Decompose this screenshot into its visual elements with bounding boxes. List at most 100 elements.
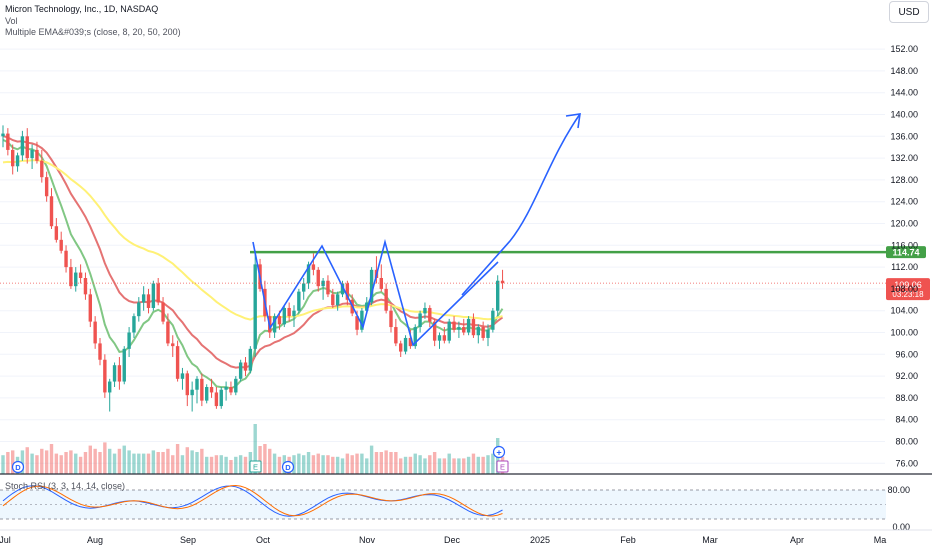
candle-body xyxy=(49,196,54,227)
volume-bar xyxy=(69,450,73,474)
volume-bar xyxy=(258,446,262,474)
x-tick-label: Nov xyxy=(359,535,376,545)
candle-body xyxy=(180,373,185,379)
dividend-marker[interactable] xyxy=(11,460,25,474)
last-price-label: 109.06 xyxy=(894,280,922,290)
volume-bar xyxy=(335,456,340,474)
candle-body xyxy=(311,264,316,270)
stoch-d-line xyxy=(2,484,503,517)
volume-bar xyxy=(117,448,122,474)
volume-bar xyxy=(263,444,267,474)
volume-bar xyxy=(408,456,413,474)
candle-body xyxy=(137,302,141,317)
candle-body xyxy=(442,335,447,341)
volume-bar xyxy=(175,444,180,474)
candle-body xyxy=(369,269,374,303)
volume-bar xyxy=(112,453,117,474)
volume-bar xyxy=(403,456,408,474)
volume-bar xyxy=(238,455,243,474)
dividend-marker-letter: D xyxy=(285,463,291,472)
volume-bar xyxy=(205,456,209,474)
volume-bar xyxy=(74,453,78,474)
volume-bar xyxy=(447,453,451,474)
x-tick-label: Oct xyxy=(256,535,271,545)
stoch-rsi-tick: 0.00 xyxy=(892,522,910,532)
y-tick-label: 132.00 xyxy=(890,153,918,163)
volume-bar xyxy=(190,450,194,474)
volume-bar xyxy=(442,458,447,474)
volume-bar xyxy=(457,458,461,474)
resistance-price-tag xyxy=(886,246,926,259)
volume-bar xyxy=(214,455,219,474)
candle-body xyxy=(457,327,461,330)
volume-bar xyxy=(1,455,5,474)
volume-bar xyxy=(297,453,301,474)
y-tick-label: 108.00 xyxy=(890,284,918,294)
candle-body xyxy=(321,280,325,287)
volume-bar xyxy=(127,450,131,474)
candle-body xyxy=(195,378,199,390)
x-tick-label: Mar xyxy=(702,535,718,545)
candle-body xyxy=(486,329,490,338)
add-event-icon[interactable] xyxy=(492,445,506,459)
volume-bar xyxy=(11,450,15,474)
candle-body xyxy=(185,373,189,396)
volume-legend: Vol xyxy=(5,16,18,26)
y-tick-label: 116.00 xyxy=(891,240,918,250)
candle-body xyxy=(238,362,243,379)
candle-body xyxy=(127,332,131,349)
volume-bar xyxy=(350,455,354,474)
candle-body xyxy=(418,313,422,328)
candle-body xyxy=(132,316,136,333)
candle-body xyxy=(30,149,34,159)
resistance-price-label: 114.74 xyxy=(892,248,919,258)
volume-bar xyxy=(40,448,44,474)
volume-bar xyxy=(268,448,272,474)
volume-bar xyxy=(292,455,296,474)
y-tick-label: 84.00 xyxy=(895,415,918,425)
y-tick-label: 96.00 xyxy=(895,349,918,359)
candle-body xyxy=(423,307,427,314)
x-tick-label: Ma xyxy=(874,535,887,545)
currency-button[interactable]: USD xyxy=(889,1,929,23)
countdown-label: 03:23:18 xyxy=(892,290,924,299)
candle-body xyxy=(437,335,442,341)
candle-body xyxy=(35,149,39,161)
candle-body xyxy=(243,362,248,371)
volume-bar xyxy=(6,452,10,474)
dividend-marker-letter: D xyxy=(15,463,21,472)
candles[interactable] xyxy=(1,125,505,412)
volume-bar xyxy=(379,452,383,474)
volume-bar xyxy=(180,455,185,474)
volume-bar xyxy=(462,458,466,474)
volume-bar xyxy=(30,453,34,474)
candle-body xyxy=(462,327,466,333)
volume-bar xyxy=(195,452,199,474)
y-tick-label: 140.00 xyxy=(890,110,918,120)
ema-8-line xyxy=(2,138,504,390)
ema-50-line xyxy=(2,159,503,321)
y-tick-label: 124.00 xyxy=(890,197,918,207)
candle-body xyxy=(496,280,500,311)
candle-body xyxy=(399,343,403,352)
x-tick-label: Dec xyxy=(444,535,461,545)
event-markers[interactable]: D D E E + xyxy=(11,445,509,474)
earnings-marker-upcoming[interactable] xyxy=(496,460,509,473)
y-tick-label: 148.00 xyxy=(890,66,918,76)
candle-body xyxy=(156,283,160,303)
candle-body xyxy=(11,149,15,167)
candle-body xyxy=(224,387,228,390)
volume-bar xyxy=(54,453,59,474)
volume-bar xyxy=(428,455,432,474)
volume-bar xyxy=(272,453,277,474)
volume-bar xyxy=(103,442,107,474)
candle-body xyxy=(93,321,97,344)
x-tick-label: Jul xyxy=(0,535,11,545)
dividend-marker[interactable] xyxy=(281,460,295,474)
earnings-marker[interactable] xyxy=(249,460,262,473)
volume-bar xyxy=(78,456,83,474)
candle-body xyxy=(229,387,233,393)
volume-bar xyxy=(326,455,330,474)
